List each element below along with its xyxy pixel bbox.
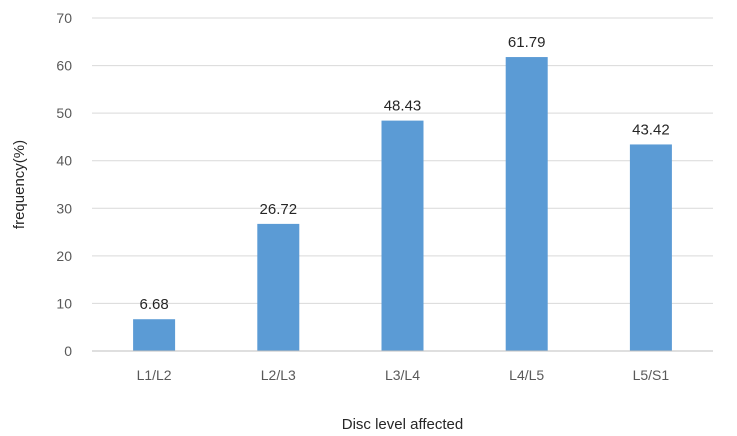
y-tick-label: 70 [56,10,72,26]
x-tick-label: L2/L3 [261,367,296,383]
x-tick-label: L5/S1 [633,367,670,383]
y-axis-tick-labels: 0 10 20 30 40 50 60 70 [56,10,72,359]
bars [133,57,672,351]
data-labels: 6.68 26.72 48.43 61.79 43.42 [139,34,669,313]
x-tick-label: L3/L4 [385,367,420,383]
y-tick-label: 50 [56,105,72,121]
y-tick-label: 40 [56,153,72,169]
bar [629,144,672,351]
data-label: 26.72 [260,201,298,218]
y-tick-label: 10 [56,295,72,311]
bar [257,223,300,351]
x-axis-title: Disc level affected [342,416,463,433]
bar [133,319,176,351]
x-tick-label: L4/L5 [509,367,544,383]
y-tick-label: 20 [56,248,72,264]
bar [381,120,424,351]
x-tick-label: L1/L2 [137,367,172,383]
data-label: 43.42 [632,121,670,138]
data-label: 48.43 [384,98,422,115]
x-axis-tick-labels: L1/L2 L2/L3 L3/L4 L4/L5 L5/S1 [137,367,670,383]
data-label: 6.68 [139,296,168,313]
bar [505,57,548,351]
y-tick-label: 60 [56,58,72,74]
y-axis-title: frequency(%) [11,140,28,229]
y-tick-label: 30 [56,200,72,216]
y-tick-label: 0 [64,343,72,359]
data-label: 61.79 [508,34,546,51]
